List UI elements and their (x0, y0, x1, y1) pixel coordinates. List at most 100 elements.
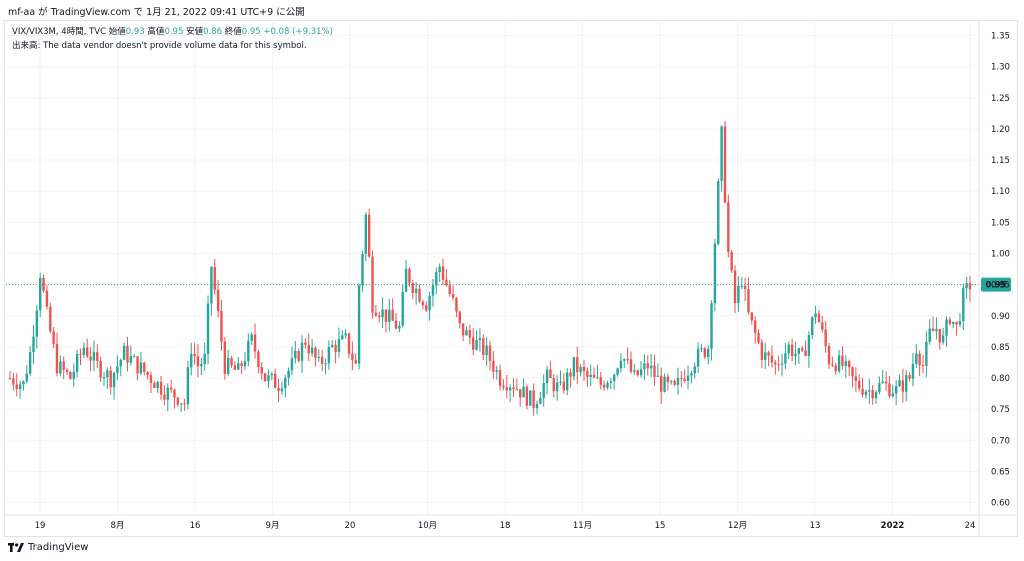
candle (676, 367, 680, 395)
candle (586, 367, 589, 387)
candle (824, 321, 827, 353)
candle (811, 316, 814, 339)
candle (888, 375, 891, 398)
candle-body (250, 334, 253, 341)
high-label: 高値 (147, 27, 165, 37)
candle (448, 280, 451, 297)
candle-body (777, 364, 780, 366)
candle-body (931, 328, 935, 332)
candle (210, 266, 213, 316)
candle (378, 311, 381, 323)
candle (599, 371, 602, 390)
candle-body (408, 268, 411, 284)
candle (287, 367, 290, 386)
candle (354, 353, 357, 365)
candle (905, 370, 908, 402)
candle (92, 340, 96, 372)
candle (851, 366, 854, 388)
candle (411, 279, 414, 300)
candle-body (727, 202, 730, 253)
candle (75, 349, 79, 378)
candle-body (572, 357, 576, 377)
candle (522, 378, 525, 398)
candle (693, 362, 696, 379)
candle (790, 338, 794, 362)
candle-body (861, 388, 864, 395)
candle (72, 363, 75, 388)
candle-body (173, 389, 176, 398)
candle-body (529, 390, 532, 406)
candle-body (881, 381, 884, 383)
candle (186, 360, 190, 410)
candle-body (941, 335, 945, 343)
candle (602, 380, 606, 391)
candle-body (404, 268, 408, 292)
candle (710, 300, 713, 361)
candle-body (472, 337, 475, 350)
candle-body (676, 377, 680, 385)
candle-body (451, 294, 455, 299)
candle (569, 368, 572, 388)
low-value: 0.86 (203, 27, 223, 37)
candle-body (576, 357, 579, 373)
candle-body (804, 350, 807, 356)
candle (394, 313, 398, 330)
candle (156, 380, 159, 393)
candle-body (693, 366, 696, 374)
price-chart[interactable]: 0.95 1.35 1.30 1.25 1.20 1.15 1.10 1.05 1.00 0.9… (4, 20, 1018, 537)
y-tick-label: 0.90 (991, 312, 1010, 322)
candle (213, 258, 216, 295)
candle-body (341, 335, 344, 340)
candle-body (683, 378, 686, 381)
candle (441, 258, 445, 286)
candle-body (106, 370, 109, 378)
candle-body (740, 285, 743, 287)
candle (159, 375, 163, 400)
candle-body (324, 363, 327, 365)
candle-body (831, 364, 834, 366)
candle-body (411, 283, 414, 293)
candle-body (122, 345, 126, 360)
candle (532, 383, 535, 416)
candle-body (59, 361, 62, 374)
candle (153, 381, 156, 388)
candle (384, 309, 388, 333)
candle (12, 372, 15, 391)
candle-body (757, 332, 760, 343)
candle-body (569, 372, 572, 377)
candle (861, 377, 864, 398)
candle-body (928, 328, 931, 342)
symbol-label[interactable]: VIX/VIX3M, 4時間, TVC (12, 27, 107, 37)
candle (381, 297, 384, 329)
candle-body (958, 321, 962, 325)
candle (700, 343, 703, 353)
tradingview-brand[interactable]: TradingView (8, 542, 88, 553)
candle-body (841, 355, 844, 367)
candle-body (445, 279, 448, 286)
y-tick-label: 0.95 (991, 281, 1010, 291)
y-tick-label: 1.30 (991, 63, 1010, 73)
candle-body (428, 295, 431, 311)
candle (623, 358, 626, 369)
candle-body (935, 328, 938, 332)
candle-body (807, 334, 811, 356)
candle-body (49, 306, 52, 332)
candle (62, 356, 65, 380)
candle-body (952, 321, 955, 324)
candle (723, 121, 727, 204)
candle (79, 348, 82, 366)
candle (317, 349, 321, 362)
candle-body (394, 320, 398, 329)
candle-body (633, 370, 636, 372)
candle-body (55, 343, 59, 374)
candle-body (196, 356, 200, 367)
x-tick-label: 20 (345, 521, 356, 531)
candle-body (92, 352, 96, 361)
candle (233, 361, 237, 370)
y-tick-label: 0.85 (991, 343, 1010, 353)
x-tick-label: 8月 (111, 521, 125, 531)
candle (606, 380, 609, 390)
candle-body (32, 336, 35, 352)
candle-body (200, 364, 203, 367)
high-value: 0.95 (164, 27, 184, 37)
